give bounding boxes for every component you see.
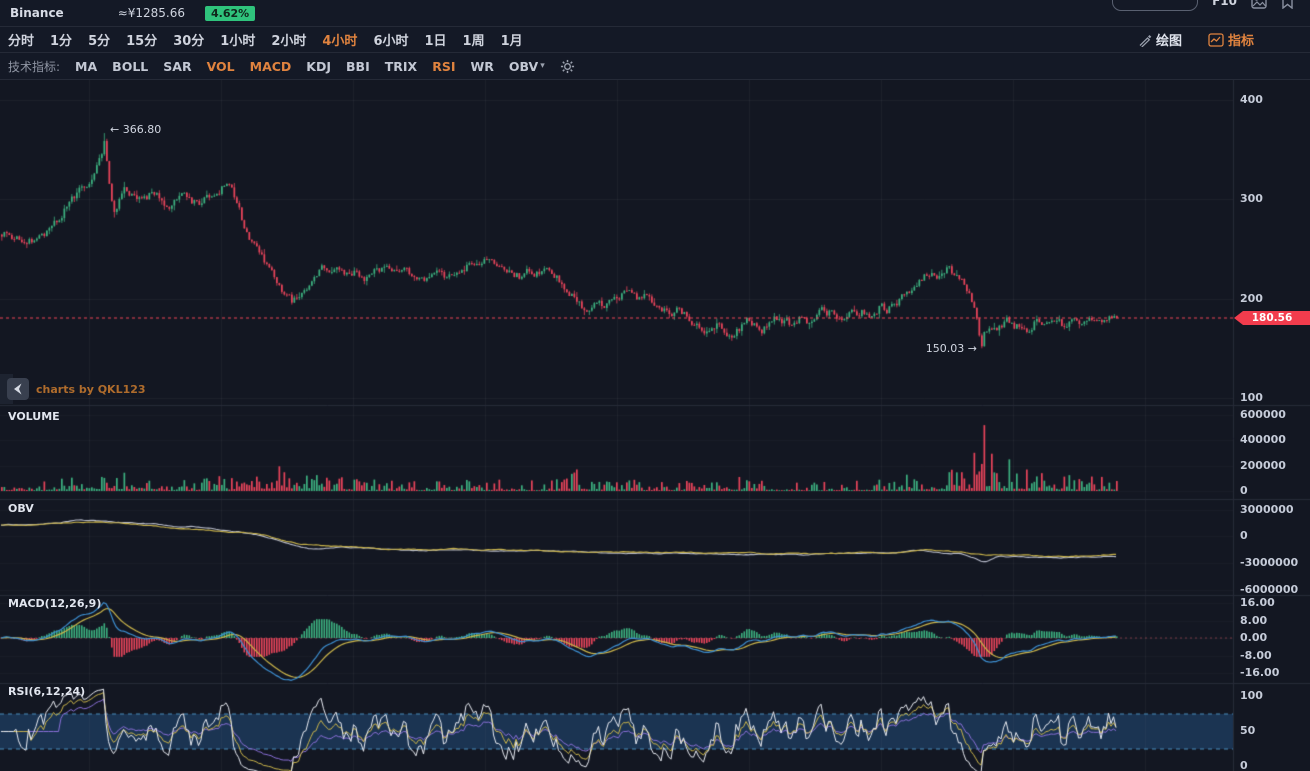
axis-tick-price: 300	[1240, 192, 1263, 205]
indicator-item-label: KDJ	[306, 58, 332, 74]
chart-tools: 绘图 指标	[1138, 30, 1310, 49]
indicator-item-label: TRIX	[384, 58, 418, 74]
watermark-text: charts by QKL123	[36, 382, 146, 396]
indicator-item-label: RSI	[432, 58, 456, 74]
indicator-item-WR[interactable]: WR	[470, 59, 493, 74]
indicator-item-label: VOL	[206, 58, 235, 74]
timeframe-tab-30分[interactable]: 30分	[173, 34, 205, 49]
draw-label: 绘图	[1155, 34, 1182, 49]
indicator-item-MA[interactable]: MA	[75, 59, 97, 74]
indicator-item-BBI[interactable]: BBI	[346, 59, 370, 74]
obv-panel-label: OBV	[8, 502, 34, 515]
indicator-item-MACD[interactable]: MACD	[250, 59, 292, 74]
image-icon[interactable]	[1251, 0, 1267, 9]
axis-tick-macd: 16.00	[1240, 596, 1275, 609]
pen-icon	[1139, 34, 1152, 47]
axis-tick-volume: 600000	[1240, 408, 1286, 421]
axis-tick-obv: -6000000	[1240, 583, 1299, 596]
axis-tick-volume: 0	[1240, 484, 1248, 497]
caret-down-icon: ▾	[540, 61, 545, 71]
indicator-item-label: BBI	[346, 58, 370, 74]
timeframe-tab-4小时[interactable]: 4小时	[322, 34, 358, 49]
timeframe-tab-5分[interactable]: 5分	[88, 34, 111, 49]
indicator-bar-title: 技术指标:	[8, 59, 61, 74]
timeframe-tab-15分[interactable]: 15分	[126, 34, 158, 49]
indicator-label: 指标	[1227, 34, 1254, 49]
indicator-item-VOL[interactable]: VOL	[207, 59, 235, 74]
watermark: charts by QKL123	[7, 378, 146, 400]
change-badge: 4.62%	[205, 5, 256, 21]
price-cny: ≈¥1285.66	[117, 6, 186, 20]
qkl123-logo-icon	[7, 378, 29, 400]
timeframe-tab-6小时[interactable]: 6小时	[373, 34, 409, 49]
indicator-item-label: BOLL	[112, 58, 149, 74]
axis-tick-macd: 0.00	[1240, 631, 1268, 644]
indicator-item-TRIX[interactable]: TRIX	[385, 59, 417, 74]
axis-tick-volume: 400000	[1240, 433, 1286, 446]
timeframe-tab-2小时[interactable]: 2小时	[271, 34, 307, 49]
indicator-item-label: OBV	[508, 58, 539, 74]
chart-canvas[interactable]	[0, 80, 1310, 771]
axis-tick-obv: 0	[1240, 529, 1248, 542]
current-price-badge: 180.56	[1234, 311, 1310, 325]
gear-icon[interactable]	[560, 59, 575, 74]
low-annotation: 150.03 →	[925, 342, 977, 355]
axis-tick-macd: -16.00	[1240, 666, 1280, 679]
axis-tick-rsi: 100	[1240, 689, 1263, 702]
f10-button[interactable]: F10	[1212, 0, 1237, 8]
indicator-item-KDJ[interactable]: KDJ	[306, 59, 331, 74]
axis-tick-macd: 8.00	[1240, 614, 1268, 627]
indicator-item-OBV[interactable]: OBV ▾	[509, 59, 545, 74]
axis-tick-macd: -8.00	[1240, 649, 1272, 662]
top-bar: Binance ≈¥1285.66 4.62% F10	[0, 0, 1310, 27]
volume-panel-label: VOLUME	[8, 410, 60, 423]
exchange-name: Binance	[10, 6, 64, 20]
indicator-item-label: WR	[470, 58, 494, 74]
timeframe-tab-分时[interactable]: 分时	[8, 34, 35, 49]
indicator-item-RSI[interactable]: RSI	[432, 59, 455, 74]
topbar-right-controls: F10	[1112, 0, 1294, 11]
axis-tick-price: 400	[1240, 93, 1263, 106]
indicator-item-BOLL[interactable]: BOLL	[112, 59, 148, 74]
rsi-panel-label: RSI(6,12,24)	[8, 685, 86, 698]
timeframe-tab-1周[interactable]: 1周	[462, 34, 485, 49]
axis-tick-rsi: 50	[1240, 724, 1256, 737]
indicator-item-label: SAR	[163, 58, 192, 74]
chart-area: charts by QKL123 400 300 200 100 600000 40000…	[0, 80, 1310, 771]
indicator-item-label: MACD	[249, 58, 292, 74]
timeframe-tab-1小时[interactable]: 1小时	[220, 34, 256, 49]
axis-tick-rsi: 0	[1240, 759, 1248, 771]
timeframe-tab-1日[interactable]: 1日	[424, 34, 447, 49]
high-annotation: ← 366.80	[110, 123, 162, 136]
timeframe-tab-1月[interactable]: 1月	[500, 34, 523, 49]
timeframe-tab-1分[interactable]: 1分	[50, 34, 73, 49]
indicator-item-label: MA	[75, 58, 98, 74]
macd-panel-label: MACD(12,26,9)	[8, 597, 102, 610]
indicator-button[interactable]: 指标	[1208, 30, 1254, 49]
settings-pill-button[interactable]	[1112, 0, 1199, 11]
bookmark-icon[interactable]	[1281, 0, 1294, 9]
technical-indicator-bar: 技术指标: MA BOLL SAR VOL MACD KDJ BBI TRIX RSI WR OBV…	[0, 53, 1310, 80]
indicator-item-SAR[interactable]: SAR	[163, 59, 191, 74]
axis-tick-price: 200	[1240, 292, 1263, 305]
axis-tick-obv: -3000000	[1240, 556, 1299, 569]
timeframe-tab-bar: 分时 1分 5分 15分 30分 1小时 2小时 4小时 6小时 1日 1周 1月 绘图 指标	[0, 27, 1310, 53]
axis-tick-obv: 3000000	[1240, 503, 1294, 516]
axis-tick-price: 100	[1240, 391, 1263, 404]
draw-button[interactable]: 绘图	[1138, 30, 1182, 49]
chart-line-icon	[1208, 32, 1224, 47]
axis-tick-volume: 200000	[1240, 459, 1286, 472]
